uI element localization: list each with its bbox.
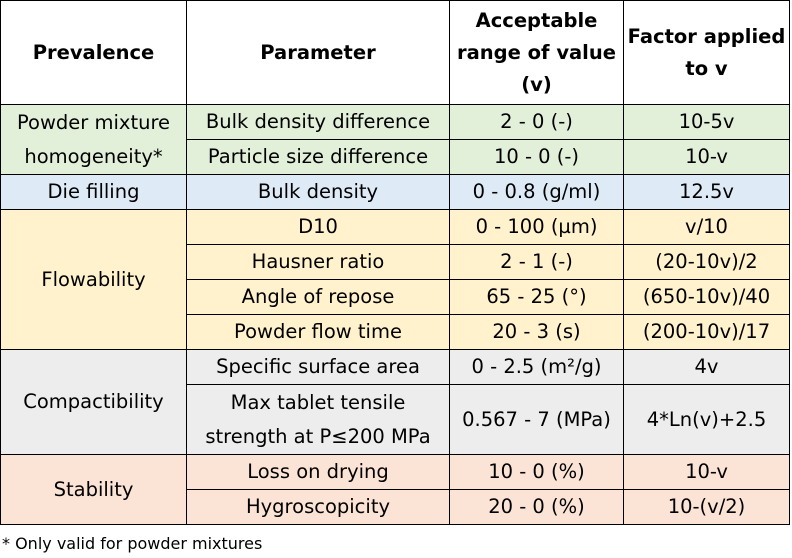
factor-cell: v/10 [623,209,790,245]
parameter-cell: Bulk density [186,174,450,210]
factor-cell: 10-(v/2) [623,489,790,525]
parameter-cell: Bulk density difference [186,104,450,140]
factor-cell: 10-v [623,454,790,490]
range-cell: 20 - 0 (%) [449,489,624,525]
group-flowability: Flowability [0,209,187,350]
parameter-cell: Specific surface area [186,349,450,385]
range-cell: 2 - 0 (-) [449,104,624,140]
parameter-cell: Angle of repose [186,279,450,315]
range-cell: 10 - 0 (%) [449,454,624,490]
range-cell: 0 - 0.8 (g/ml) [449,174,624,210]
group-powder-mixture: Powder mixture homogeneity* [0,104,187,175]
parameter-cell: Particle size difference [186,139,450,175]
parameter-cell: Hygroscopicity [186,489,450,525]
header-factor: Factor applied to v [623,0,790,105]
range-cell: 10 - 0 (-) [449,139,624,175]
factor-cell: 4v [623,349,790,385]
factor-cell: 4*Ln(v)+2.5 [623,384,790,455]
factor-cell: 12.5v [623,174,790,210]
footnote: * Only valid for powder mixtures [2,534,263,553]
parameter-cell: Loss on drying [186,454,450,490]
parameter-cell: Powder flow time [186,314,450,350]
factor-cell: (20-10v)/2 [623,244,790,280]
range-cell: 0 - 2.5 (m²/g) [449,349,624,385]
header-range: Acceptable range of value (v) [449,0,624,105]
parameter-cell: Max tablet tensile strength at P≤200 MPa [186,384,450,455]
table-row: Powder mixture homogeneity* Bulk density… [0,104,790,175]
table-row: Stability Loss on drying 10 - 0 (%) 10-v [0,454,790,525]
factor-cell: 10-v [623,139,790,175]
group-compactibility: Compactibility [0,349,187,455]
factor-cell: (650-10v)/40 [623,279,790,315]
table-row: Die filling Bulk density 0 - 0.8 (g/ml) … [0,174,790,210]
range-cell: 0.567 - 7 (MPa) [449,384,624,455]
header-row: Prevalence Parameter Acceptable range of… [0,0,790,105]
range-cell: 0 - 100 (µm) [449,209,624,245]
table-row: Hygroscopicity 20 - 0 (%) 10-(v/2) [0,489,790,525]
parameter-cell: D10 [186,209,450,245]
factor-cell: 10-5v [623,104,790,140]
parameter-cell: Hausner ratio [186,244,450,280]
range-cell: 2 - 1 (-) [449,244,624,280]
header-prevalence: Prevalence [0,0,187,105]
range-cell: 65 - 25 (°) [449,279,624,315]
table-row: Compactibility Specific surface area 0 -… [0,349,790,455]
table-row: Particle size difference 10 - 0 (-) 10-v [0,139,790,175]
parameter-table: Prevalence Parameter Acceptable range of… [0,0,790,525]
group-stability: Stability [0,454,187,525]
group-die-filling: Die filling [0,174,187,210]
header-parameter: Parameter [186,0,450,105]
range-cell: 20 - 3 (s) [449,314,624,350]
table-row: Flowability D10 0 - 100 (µm) v/10 [0,209,790,350]
factor-cell: (200-10v)/17 [623,314,790,350]
